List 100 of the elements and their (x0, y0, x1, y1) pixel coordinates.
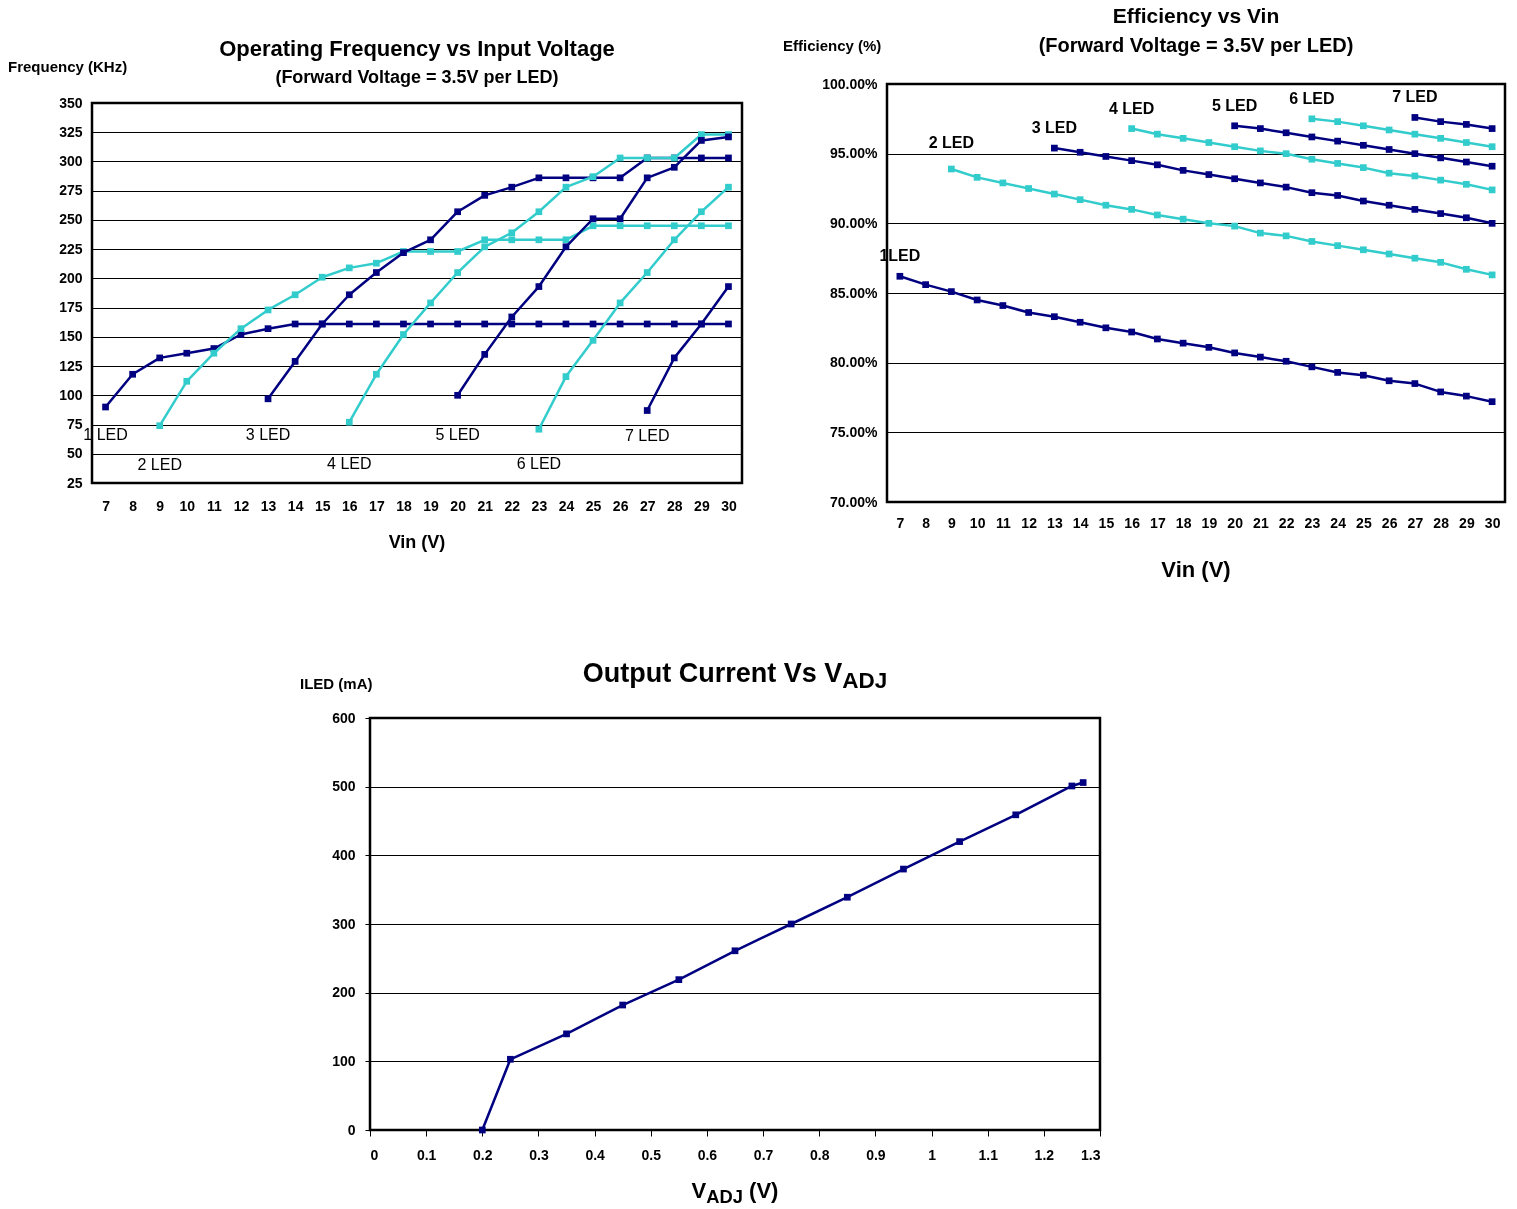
chart-subtitle: (Forward Voltage = 3.5V per LED) (275, 67, 559, 88)
x-tick-label: 22 (504, 497, 521, 514)
chart-title: Efficiency vs Vin (1112, 4, 1280, 28)
y-tick-label: 400 (332, 846, 356, 863)
text: 4 LED (327, 455, 372, 473)
x-tick-label: 8 (129, 497, 138, 514)
y-tick-label: 150 (59, 328, 83, 345)
x-tick-label: 17 (1150, 514, 1166, 531)
x-tick-label: 21 (477, 497, 494, 514)
series-label: 6 LED (1289, 89, 1335, 107)
x-tick-label: 0.2 (473, 1146, 493, 1163)
x-tick-label: 1 (928, 1146, 937, 1163)
x-tick-label: 27 (1407, 514, 1424, 531)
y-tick-label: 25 (66, 474, 83, 491)
y-tick-label: 175 (59, 299, 83, 316)
x-tick-label: 11 (206, 497, 222, 514)
x-tick-label: 29 (694, 497, 710, 514)
x-tick-label: 20 (1227, 514, 1244, 531)
x-tick-label: 22 (1278, 514, 1295, 531)
x-tick-label: 0.1 (416, 1146, 437, 1163)
x-tick-label: 0.4 (585, 1146, 606, 1163)
series-label: 2 LED (928, 133, 975, 151)
x-tick-label: 27 (639, 497, 656, 514)
x-tick-label: 30 (721, 497, 737, 514)
x-tick-label: 20 (450, 497, 467, 514)
x-tick-label: 16 (1124, 514, 1141, 531)
x-tick-label: 24 (1330, 514, 1347, 531)
x-axis-title: V$_{ADJ}$ (V) (691, 1178, 779, 1209)
x-tick-label: 1.2 (1034, 1146, 1055, 1163)
x-tick-label: 12 (233, 497, 250, 514)
y-tick-label: 125 (59, 357, 83, 374)
x-tick-label: 26 (1381, 514, 1398, 531)
x-tick-label: 19 (1201, 514, 1218, 531)
series-label: 7 LED (1392, 88, 1438, 106)
x-tick-label: 26 (612, 497, 629, 514)
y-tick-label: 50 (66, 445, 83, 462)
series-label: 7 LED (624, 426, 670, 444)
x-tick-label: 29 (1459, 514, 1475, 531)
x-tick-label: 18 (1175, 514, 1192, 531)
x-tick-label: 21 (1253, 514, 1269, 531)
x-tick-label: 25 (1356, 514, 1372, 531)
x-tick-label: 15 (314, 497, 331, 514)
x-tick-label: 19 (423, 497, 440, 514)
y-tick-label: 275 (59, 182, 83, 199)
chart-title: Operating Frequency vs Input Voltage (219, 36, 615, 62)
y-tick-label: 100 (332, 1052, 356, 1069)
y-tick-label: 200 (59, 269, 83, 286)
x-tick-label: 8 (922, 514, 931, 531)
y-tick-label: 70.00% (830, 493, 879, 510)
x-tick-label: 0.3 (529, 1146, 549, 1163)
y-tick-label: 500 (332, 778, 356, 795)
x-tick-label: 23 (1304, 514, 1321, 531)
chart-title: Output Current Vs V$_{ADJ}$ (582, 658, 888, 695)
y-tick-label: 95.00% (830, 145, 879, 162)
series-label: 3 LED (1031, 119, 1078, 137)
x-tick-label: 10 (179, 497, 196, 514)
y-tick-label: 0 (347, 1121, 356, 1138)
x-tick-label: 15 (1098, 514, 1115, 531)
x-tick-label: 1.3 (1081, 1146, 1101, 1163)
y-tick-label: 250 (59, 211, 83, 228)
y-tick-label: 300 (59, 152, 83, 169)
series-label: 4 LED (1108, 99, 1155, 117)
x-tick-label: 17 (369, 497, 385, 514)
x-tick-label: 0.7 (753, 1146, 774, 1163)
y-tick-label: 350 (59, 94, 83, 111)
y-tick-label: 600 (332, 709, 356, 726)
text: 5 LED (435, 426, 480, 444)
x-tick-label: 14 (287, 497, 304, 514)
y-axis-title: Frequency (KHz) (8, 58, 128, 75)
x-tick-label: 14 (1072, 514, 1089, 531)
x-tick-label: 11 (995, 514, 1011, 531)
x-tick-label: 28 (1433, 514, 1450, 531)
y-tick-label: 325 (59, 123, 83, 140)
y-tick-label: 85.00% (830, 284, 879, 301)
x-tick-label: 1.1 (978, 1146, 999, 1163)
x-tick-label: 23 (531, 497, 548, 514)
y-tick-label: 90.00% (830, 214, 879, 231)
chart-subtitle: (Forward Voltage = 3.5V per LED) (1038, 34, 1354, 57)
series-label: 3 LED (245, 425, 291, 443)
x-tick-label: 7 (896, 514, 905, 531)
x-tick-label: 13 (1047, 514, 1063, 531)
x-tick-label: 0.9 (866, 1146, 886, 1163)
x-tick-label: 28 (667, 497, 683, 514)
x-tick-label: 0.8 (810, 1146, 830, 1163)
x-tick-label: 0.5 (641, 1146, 662, 1163)
x-tick-label: 25 (585, 497, 602, 514)
x-tick-label: 24 (558, 497, 575, 514)
y-tick-label: 100 (59, 386, 83, 403)
series-label: 1 LED (83, 426, 128, 443)
x-tick-label: 13 (260, 497, 277, 514)
x-tick-label: 0 (370, 1146, 379, 1163)
y-tick-label: 80.00% (830, 354, 879, 371)
y-tick-label: 100.00% (822, 75, 879, 92)
x-tick-label: 18 (396, 497, 412, 514)
y-tick-label: 225 (59, 240, 83, 257)
x-tick-label: 16 (342, 497, 358, 514)
series-label: 5 LED (1211, 96, 1258, 114)
x-axis-title: Vin (V) (1161, 557, 1231, 583)
y-axis-title: Efficiency (%) (783, 37, 882, 54)
y-tick-label: 75.00% (830, 423, 879, 440)
